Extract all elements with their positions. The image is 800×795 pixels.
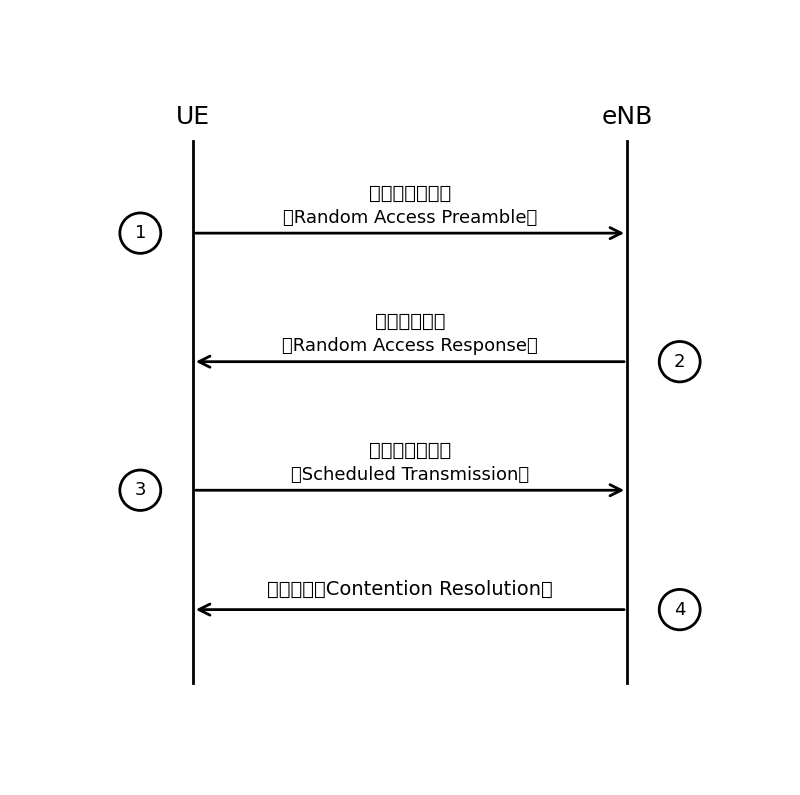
Text: 竞争解决（Contention Resolution）: 竞争解决（Contention Resolution） (267, 580, 553, 599)
Text: （Random Access Response）: （Random Access Response） (282, 337, 538, 355)
Text: eNB: eNB (602, 105, 653, 129)
Text: 调度的上行传输: 调度的上行传输 (369, 441, 451, 460)
Text: 4: 4 (674, 600, 686, 619)
Text: （Scheduled Transmission）: （Scheduled Transmission） (291, 466, 529, 484)
Text: （Random Access Preamble）: （Random Access Preamble） (283, 209, 537, 227)
Text: 随机接入响应: 随机接入响应 (374, 312, 446, 332)
Text: 1: 1 (134, 224, 146, 242)
Text: 随机接入前导码: 随机接入前导码 (369, 184, 451, 203)
Text: UE: UE (176, 105, 210, 129)
Text: 2: 2 (674, 353, 686, 370)
Text: 3: 3 (134, 481, 146, 499)
